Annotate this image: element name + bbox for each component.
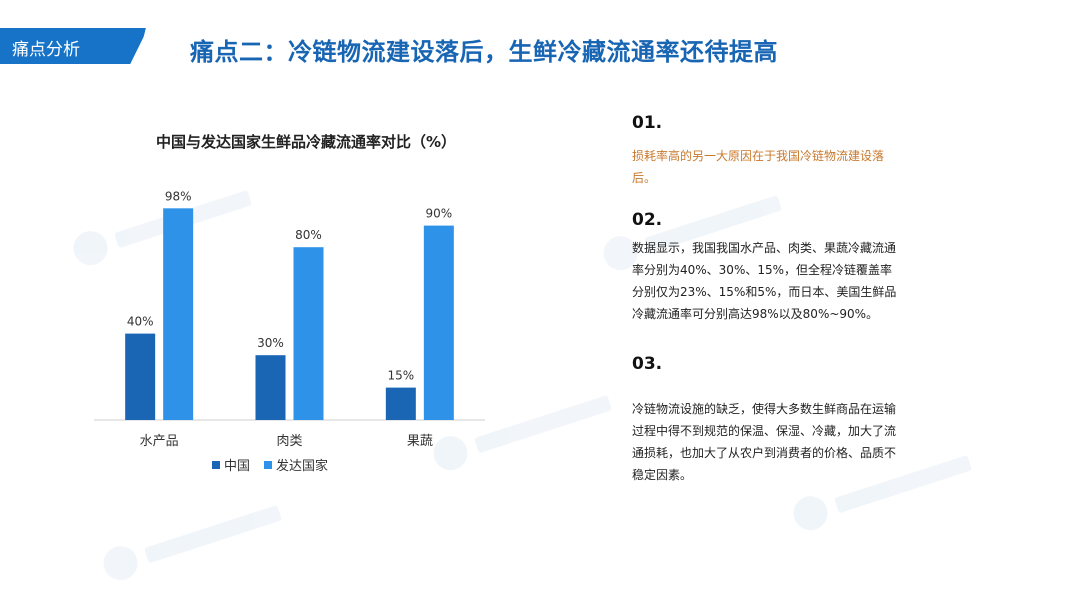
point-1-text: 损耗率高的另一大原因在于我国冷链物流建设落后。 xyxy=(632,149,885,185)
section-tag: 痛点分析 xyxy=(0,28,148,64)
point-2-number: 02. xyxy=(632,210,663,230)
bar-水产品-发达国家 xyxy=(163,208,194,420)
data-label: 40% xyxy=(127,315,154,329)
section-tag-label: 痛点分析 xyxy=(12,40,80,60)
data-label: 30% xyxy=(257,336,284,350)
point-1-number: 01. xyxy=(632,113,663,133)
x-tick-label: 果蔬 xyxy=(407,434,433,449)
data-label: 98% xyxy=(165,189,192,203)
data-label: 90% xyxy=(425,207,452,221)
bar-果蔬-中国 xyxy=(385,387,416,420)
legend-label: 发达国家 xyxy=(276,458,328,474)
legend-swatch xyxy=(212,461,220,469)
bar-水产品-中国 xyxy=(125,333,156,420)
point-3-number: 03. xyxy=(632,354,663,374)
legend-swatch xyxy=(264,461,272,469)
bar-果蔬-发达国家 xyxy=(423,225,454,420)
legend-label: 中国 xyxy=(224,459,250,474)
page-title: 痛点二：冷链物流建设落后，生鲜冷藏流通率还待提高 xyxy=(190,38,778,66)
bar-肉类-发达国家 xyxy=(293,247,324,420)
bar-肉类-中国 xyxy=(255,355,286,420)
chart-title: 中国与发达国家生鲜品冷藏流通率对比（%） xyxy=(155,133,457,151)
x-tick-label: 水产品 xyxy=(140,434,179,449)
point-2-text: 数据显示，我国我国水产品、肉类、果蔬冷藏流通率分别为40%、30%、15%，但全… xyxy=(632,241,897,321)
point-3-text: 冷链物流设施的缺乏，使得大多数生鲜商品在运输过程中得不到规范的保温、保湿、冷藏，… xyxy=(632,402,897,482)
data-label: 80% xyxy=(295,228,322,242)
data-label: 15% xyxy=(387,369,414,383)
watermark-logo xyxy=(98,492,291,589)
x-tick-label: 肉类 xyxy=(276,434,302,449)
